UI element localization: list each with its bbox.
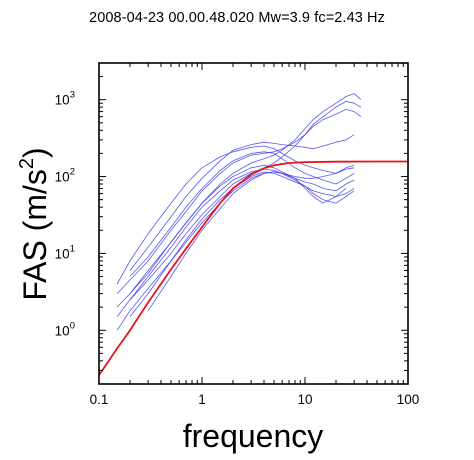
observed-spectrum-line-3	[116, 101, 362, 317]
x-tick-label: 0.1	[90, 392, 109, 407]
x-axis-title: frequency	[183, 418, 324, 454]
observed-spectrum-line-4	[129, 151, 355, 277]
observed-spectrum-line-6	[129, 168, 355, 300]
tick-labels: 0.1 1 10 100 100 101 102 103	[55, 90, 420, 407]
plot-frame	[98, 62, 409, 385]
y-tick-label: 100	[55, 320, 75, 338]
y-tick-label: 102	[55, 167, 75, 185]
y-axis-title: FAS (m/s2)	[16, 147, 53, 300]
observed-spectrum-line-8	[116, 145, 355, 285]
y-tick-label: 101	[55, 243, 75, 261]
model-spectrum	[99, 160, 408, 376]
observed-spectrum-line-7	[129, 171, 355, 317]
observed-spectrum-line-9	[129, 134, 355, 271]
y-axis-title-end: )	[17, 147, 53, 158]
axis-ticks	[98, 62, 408, 385]
x-tick-label: 10	[297, 392, 312, 407]
y-axis-title-base: FAS (m/s	[17, 169, 53, 301]
observed-spectra	[116, 93, 362, 331]
x-tick-label: 1	[198, 392, 206, 407]
model-spectrum-line	[99, 160, 408, 376]
x-tick-label: 100	[397, 392, 420, 407]
y-tick-label: 103	[55, 90, 75, 108]
observed-spectrum-line-11	[147, 171, 347, 311]
chart-title: 2008-04-23 00.00.48.020 Mw=3.9 fc=2.43 H…	[89, 10, 385, 26]
y-axis-title-sup: 2	[16, 158, 38, 169]
